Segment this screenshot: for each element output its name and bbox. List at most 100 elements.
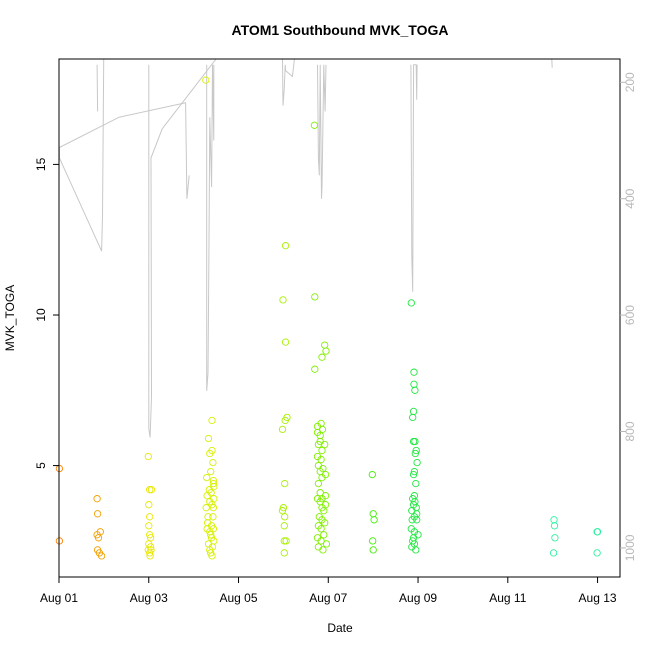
data-point xyxy=(310,121,319,129)
data-point xyxy=(409,413,417,422)
data-point xyxy=(311,293,319,301)
data-point xyxy=(407,299,415,307)
y-tick-label: 15 xyxy=(34,157,48,171)
data-point xyxy=(412,546,420,554)
data-point xyxy=(317,455,325,464)
data-point xyxy=(318,473,326,482)
data-point xyxy=(411,437,419,446)
gray-trace-segment-3 xyxy=(148,59,217,438)
data-point xyxy=(411,449,419,458)
data-point xyxy=(145,522,153,530)
data-point xyxy=(96,528,104,536)
data-point xyxy=(281,338,290,346)
data-point xyxy=(93,495,101,503)
data-point xyxy=(278,425,287,434)
data-points-layer xyxy=(55,76,602,560)
data-point xyxy=(93,510,102,518)
data-point xyxy=(203,473,211,482)
y2-tick-label: 800 xyxy=(623,421,637,441)
data-point xyxy=(314,479,323,488)
data-point xyxy=(369,537,377,545)
plot-frame xyxy=(58,58,621,578)
data-point xyxy=(203,519,212,527)
data-point xyxy=(280,549,288,557)
data-point xyxy=(210,483,218,491)
data-point xyxy=(321,440,329,449)
data-point xyxy=(202,76,210,84)
data-point xyxy=(318,425,327,434)
data-point xyxy=(146,513,154,521)
data-point xyxy=(410,380,418,388)
data-point xyxy=(550,516,558,524)
x-tick-label: Aug 03 xyxy=(130,591,168,605)
x-axis-label: Date xyxy=(327,621,353,635)
data-point xyxy=(209,504,218,512)
chart-title: ATOM1 Southbound MVK_TOGA xyxy=(232,22,449,38)
data-point xyxy=(321,519,329,527)
data-point xyxy=(314,461,323,470)
data-point xyxy=(144,546,152,554)
data-point xyxy=(202,504,210,512)
data-point xyxy=(369,546,377,554)
y-axis-left: 5 10 15 xyxy=(34,157,59,469)
data-point xyxy=(318,446,326,455)
data-point xyxy=(317,537,325,545)
data-point xyxy=(413,458,421,467)
data-point xyxy=(550,522,559,530)
gray-trace-segment-5 xyxy=(282,59,295,106)
data-point xyxy=(146,531,154,539)
data-point xyxy=(280,522,288,530)
data-point xyxy=(209,458,217,467)
data-point xyxy=(318,353,326,361)
data-point xyxy=(317,525,325,533)
data-point xyxy=(146,486,154,494)
data-point xyxy=(409,470,418,479)
gray-trace-segment-2 xyxy=(96,64,99,112)
gray-trace-segment-4 xyxy=(206,64,215,391)
data-point xyxy=(206,449,214,458)
y-tick-label: 10 xyxy=(34,308,48,322)
data-point xyxy=(370,516,378,524)
data-point xyxy=(409,407,418,416)
data-point xyxy=(322,347,330,355)
data-point xyxy=(593,528,602,536)
data-point xyxy=(281,416,289,425)
gray-trace-segment-1 xyxy=(59,102,190,199)
data-point xyxy=(369,510,377,518)
data-point xyxy=(311,365,319,373)
x-tick-label: Aug 13 xyxy=(579,591,617,605)
data-point xyxy=(321,341,329,349)
x-axis: Aug 01 Aug 03 Aug 05 Aug 07 Aug 09 Aug 11 Aug … xyxy=(40,577,617,605)
data-point xyxy=(593,549,601,557)
data-point xyxy=(322,540,331,548)
data-point xyxy=(320,531,328,539)
data-point xyxy=(280,537,288,545)
data-point xyxy=(314,543,323,551)
data-point xyxy=(412,446,420,455)
data-point xyxy=(209,525,218,533)
data-point xyxy=(279,296,287,304)
data-point xyxy=(410,467,419,476)
data-point xyxy=(209,479,218,488)
x-tick-label: Aug 05 xyxy=(219,591,257,605)
y2-tick-label: 1000 xyxy=(623,534,637,561)
data-point xyxy=(549,549,558,557)
gray-trace-segment-7 xyxy=(410,64,418,292)
data-point xyxy=(208,543,217,551)
data-point xyxy=(209,513,217,521)
data-point xyxy=(320,507,328,515)
x-tick-label: Aug 07 xyxy=(309,591,347,605)
data-point xyxy=(208,552,216,560)
data-point xyxy=(204,434,213,443)
data-point xyxy=(144,452,152,461)
data-point xyxy=(147,486,156,494)
data-point xyxy=(368,470,376,479)
y-axis-right: 200 400 600 800 1000 xyxy=(620,72,637,561)
y-tick-label: 5 xyxy=(34,462,48,469)
data-point xyxy=(208,416,216,425)
data-point xyxy=(412,479,420,488)
x-tick-label: Aug 01 xyxy=(40,591,78,605)
data-point xyxy=(413,516,421,524)
x-tick-label: Aug 09 xyxy=(399,591,437,605)
gray-trace-segment-6 xyxy=(317,64,327,199)
